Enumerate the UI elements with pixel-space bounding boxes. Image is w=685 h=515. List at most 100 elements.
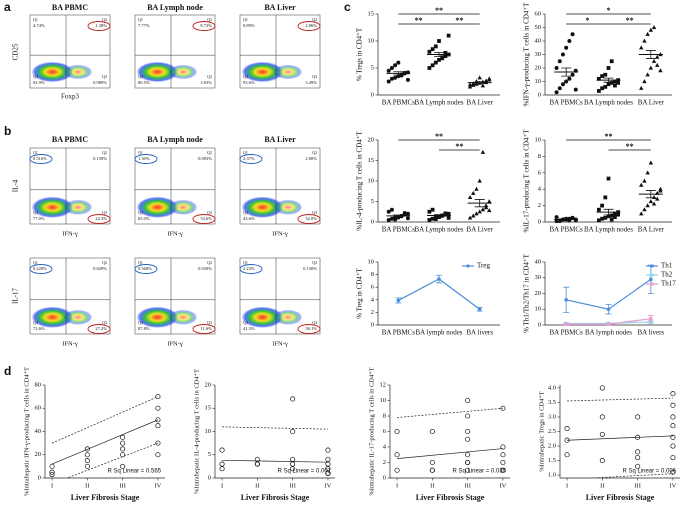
dot bbox=[603, 195, 608, 200]
y-axis-label: %Intrahepatic IL-4-producing T cells in … bbox=[193, 369, 200, 494]
dot bbox=[467, 215, 473, 220]
quadrant-value: 87.8% bbox=[138, 326, 150, 331]
ci-line bbox=[587, 473, 673, 478]
point bbox=[670, 469, 676, 475]
y-tick-label: 6 bbox=[371, 284, 375, 291]
point bbox=[84, 452, 90, 458]
y-tick-label: 40 bbox=[535, 258, 542, 265]
y-tick-label: 4.0 bbox=[548, 384, 556, 391]
dot bbox=[639, 45, 644, 50]
point bbox=[670, 423, 676, 429]
point bbox=[606, 307, 611, 312]
dot bbox=[487, 199, 492, 204]
dot bbox=[477, 178, 482, 183]
y-tick-label: 60 bbox=[535, 10, 542, 17]
fit-line bbox=[567, 435, 673, 441]
dot bbox=[564, 79, 569, 84]
ci-line bbox=[222, 426, 328, 430]
point bbox=[219, 461, 225, 467]
quadrant-name: Q4 bbox=[243, 210, 248, 215]
dot bbox=[477, 209, 482, 214]
dot bbox=[443, 211, 448, 216]
quadrant-name: Q2 bbox=[207, 17, 212, 22]
panel-letter: b bbox=[4, 124, 11, 138]
dot bbox=[600, 74, 604, 78]
dot bbox=[648, 199, 654, 204]
quadrant-value: 2.00% bbox=[305, 156, 317, 161]
point bbox=[49, 471, 55, 478]
point bbox=[219, 466, 225, 472]
quadrant-name: Q2 bbox=[312, 260, 317, 265]
quadrant-value: 0.029% bbox=[93, 266, 107, 271]
dot bbox=[405, 211, 410, 216]
dot bbox=[603, 216, 608, 220]
y-tick-label: 1.5 bbox=[548, 457, 556, 464]
quadrant-name: Q2 bbox=[207, 260, 212, 265]
x-tick-label: BA Lymph nodes bbox=[584, 99, 633, 107]
error-bar bbox=[474, 81, 485, 84]
y-axis-label: %Intrahepatic Tregs in CD4⁺T bbox=[538, 391, 545, 472]
significance-label: ** bbox=[626, 142, 634, 151]
point bbox=[219, 447, 225, 453]
dot bbox=[655, 62, 660, 67]
dot bbox=[427, 209, 432, 214]
flow-title: BA Liver bbox=[264, 135, 296, 144]
point bbox=[155, 417, 161, 423]
quadrant-name: Q4 bbox=[138, 74, 143, 79]
fit-line bbox=[51, 419, 159, 465]
flow-density bbox=[63, 64, 93, 80]
y-tick-label: 10 bbox=[535, 136, 542, 143]
x-axis-label: Liver Fibrosis Stage bbox=[241, 493, 310, 502]
dot bbox=[386, 217, 391, 222]
point bbox=[254, 461, 260, 467]
axis-label: IFN-γ bbox=[167, 340, 183, 347]
point bbox=[670, 443, 676, 449]
dot bbox=[613, 79, 617, 84]
dot bbox=[405, 216, 410, 221]
point bbox=[429, 467, 435, 473]
point bbox=[155, 440, 161, 446]
dot bbox=[393, 217, 398, 222]
y-tick-label: 8 bbox=[538, 153, 541, 160]
y-tick-label: 20 bbox=[35, 451, 42, 458]
quadrant-name: Q3 bbox=[207, 74, 212, 79]
error-bar bbox=[561, 218, 572, 221]
flow-density bbox=[136, 61, 179, 83]
ci-line bbox=[397, 407, 503, 418]
point bbox=[437, 277, 441, 281]
point bbox=[465, 397, 471, 404]
quadrant-value: 0.516% bbox=[33, 156, 47, 161]
dot bbox=[616, 80, 620, 85]
y-axis-label: % Th1/Th2/Th17 in CD4⁺T bbox=[523, 253, 531, 333]
y-tick-label: 15 bbox=[205, 405, 212, 412]
dot bbox=[560, 82, 565, 87]
error-bar bbox=[393, 214, 404, 218]
point bbox=[500, 467, 506, 473]
dot bbox=[437, 58, 441, 62]
y-tick-label: 6 bbox=[538, 169, 542, 176]
panel-letter: c bbox=[344, 0, 351, 14]
x-tick-label: IV bbox=[500, 482, 507, 489]
dot bbox=[642, 79, 647, 84]
dot bbox=[427, 218, 432, 222]
x-tick-label: I bbox=[396, 482, 398, 489]
x-tick-label: BA PBMCs bbox=[382, 99, 416, 107]
flow-density bbox=[31, 196, 74, 218]
legend-label: Th1 bbox=[661, 262, 673, 270]
dot bbox=[606, 214, 611, 219]
y-tick-label: 10 bbox=[368, 258, 375, 265]
flow-density bbox=[168, 309, 198, 325]
y-tick-label: 5 bbox=[371, 64, 374, 71]
point bbox=[325, 461, 331, 467]
highlight bbox=[297, 214, 321, 224]
point bbox=[155, 405, 161, 411]
quadrant-name: Q4 bbox=[138, 210, 143, 215]
quadrant-value: 77.0% bbox=[33, 216, 45, 221]
quadrant-name: Q4 bbox=[33, 210, 38, 215]
x-tick-label: BA Liver bbox=[638, 99, 665, 107]
dot bbox=[645, 72, 650, 77]
dot bbox=[642, 207, 647, 212]
fit-line bbox=[222, 459, 328, 463]
x-tick-label: I bbox=[566, 482, 568, 489]
point bbox=[84, 458, 90, 464]
